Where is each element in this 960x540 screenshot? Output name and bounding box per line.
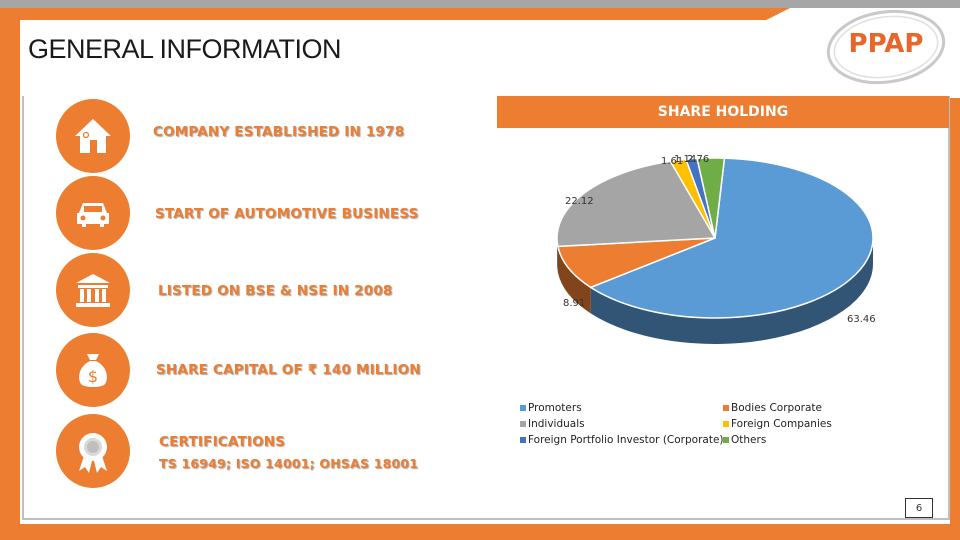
- frame-left-bar: [0, 8, 20, 540]
- house-icon: [56, 99, 130, 173]
- logo-text: PPAP: [849, 29, 924, 59]
- legend-label: Foreign Companies: [731, 418, 832, 430]
- car-icon: [56, 176, 130, 250]
- inner-border-left: [22, 96, 24, 520]
- frame-top-bar: [0, 0, 960, 8]
- legend-item-individuals: Individuals: [520, 418, 585, 430]
- pie-slice-1: [556, 237, 716, 289]
- legend-swatch: [520, 421, 526, 427]
- legend-item-foreign-companies: Foreign Companies: [723, 418, 832, 430]
- info-company-established: COMPANY ESTABLISHED IN 1978: [153, 124, 405, 140]
- legend-label: Bodies Corporate: [731, 402, 822, 414]
- legend-item-promoters: Promoters: [520, 402, 582, 414]
- inner-border-bottom: [22, 518, 950, 520]
- legend-item-others: Others: [723, 434, 766, 446]
- legend-swatch: [520, 437, 526, 443]
- pie-slice-2: [556, 160, 717, 248]
- pie-slice-5: [696, 157, 726, 239]
- legend-swatch: [723, 421, 729, 427]
- legend-item-bodies-corporate: Bodies Corporate: [723, 402, 822, 414]
- legend-swatch: [520, 405, 526, 411]
- legend-label: Foreign Portfolio Investor (Corporate): [528, 434, 724, 446]
- info-share-capital: SHARE CAPITAL OF ₹ 140 MILLION: [156, 362, 421, 378]
- pie-slice-side-0: [590, 238, 873, 344]
- pie-data-label-3: 1.61: [661, 156, 683, 167]
- pie-data-label-2: 22.12: [565, 196, 594, 207]
- inner-border-right: [948, 96, 950, 520]
- info-certifications: CERTIFICATIONS: [159, 434, 286, 450]
- legend-label: Others: [731, 434, 767, 446]
- pie-data-label-1: 8.91: [563, 298, 585, 309]
- legend-item-fpi-corporate: Foreign Portfolio Investor (Corporate): [520, 434, 724, 446]
- legend-label: Promoters: [528, 402, 582, 414]
- award-ribbon-icon: [56, 414, 130, 488]
- svg-text:$: $: [88, 367, 98, 386]
- pie-slice-0: [589, 157, 874, 319]
- ppap-logo: PPAP: [826, 9, 946, 85]
- frame-top-accent: [0, 8, 790, 20]
- chart-title: SHARE HOLDING: [497, 96, 949, 128]
- frame-bottom-bar: [0, 524, 960, 540]
- bank-icon: [56, 253, 130, 327]
- pie-slice-side-1: [557, 246, 591, 314]
- page-title: GENERAL INFORMATION: [28, 34, 342, 64]
- pie-data-label-4: 1.14: [674, 154, 696, 165]
- legend-swatch: [723, 405, 729, 411]
- legend-label: Individuals: [528, 418, 585, 430]
- info-certifications-list: TS 16949; ISO 14001; OHSAS 18001: [159, 456, 419, 471]
- frame-right-bar: [950, 98, 960, 540]
- page-number: 6: [905, 498, 933, 518]
- share-holding-pie-chart: 63.46 8.91 22.12 1.611.142.76: [556, 154, 876, 344]
- info-automotive-business: START OF AUTOMOTIVE BUSINESS: [155, 206, 419, 222]
- legend-swatch: [723, 437, 729, 443]
- pie-data-label-0: 63.46: [847, 314, 876, 325]
- pie-data-label-5: 2.76: [687, 154, 709, 165]
- info-listed: LISTED ON BSE & NSE IN 2008: [158, 283, 393, 299]
- money-bag-icon: $: [56, 333, 130, 407]
